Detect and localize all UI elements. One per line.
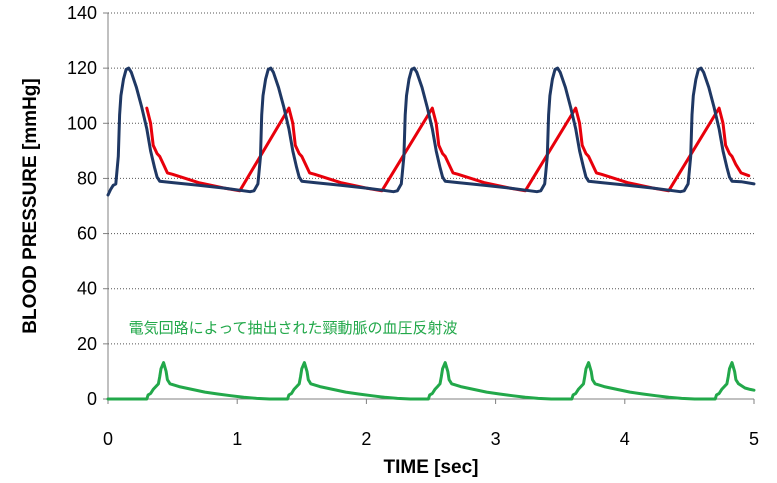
y-tick-label-20: 20 <box>77 334 97 354</box>
x-tick-label-0: 0 <box>103 429 113 449</box>
y-tick-label-120: 120 <box>67 58 97 78</box>
x-tick-label-5: 5 <box>749 429 759 449</box>
x-tick-label-1: 1 <box>232 429 242 449</box>
y-tick-label-140: 140 <box>67 3 97 23</box>
x-tick-label-3: 3 <box>491 429 501 449</box>
gridlines <box>108 12 754 345</box>
y-tick-label-40: 40 <box>77 279 97 299</box>
axes <box>103 12 755 404</box>
tick-labels: 0 20 40 60 80 100 120 140 0 1 2 3 4 5 <box>67 3 759 449</box>
series-line-3 <box>106 361 756 401</box>
y-tick-label-0: 0 <box>87 389 97 409</box>
x-tick-label-4: 4 <box>620 429 630 449</box>
series-layer <box>106 66 756 401</box>
y-axis-title: BLOOD PRESSURE [mmHg] <box>20 78 41 333</box>
y-tick-label-60: 60 <box>77 224 97 244</box>
x-tick-label-2: 2 <box>361 429 371 449</box>
y-tick-label-80: 80 <box>77 168 97 188</box>
x-axis-title: TIME [sec] <box>383 457 478 478</box>
y-tick-label-100: 100 <box>67 113 97 133</box>
series-line-2 <box>106 66 756 197</box>
annotation-label: 電気回路によって抽出された頸動脈の血圧反射波 <box>129 319 458 337</box>
